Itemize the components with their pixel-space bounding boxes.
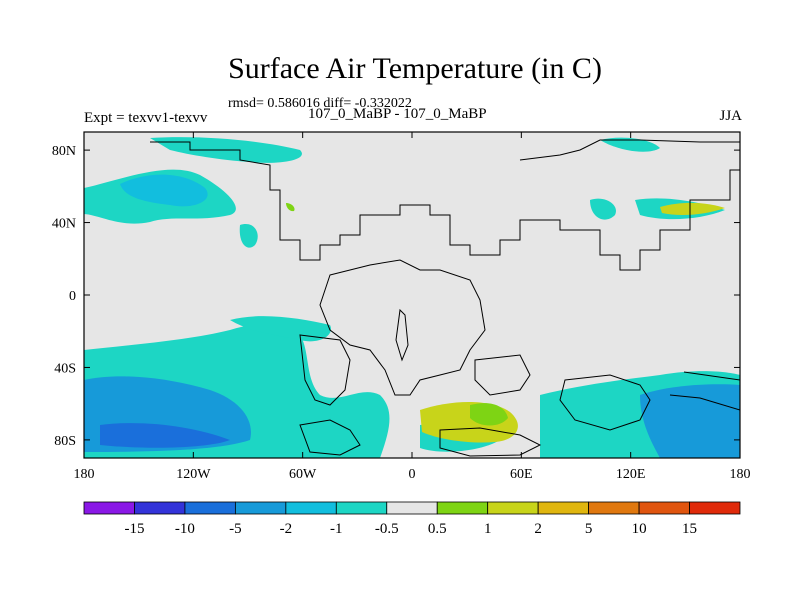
colorbar-label: -0.5: [375, 521, 399, 537]
colorbar-swatch: [436, 501, 489, 515]
continent-outline: [439, 427, 542, 457]
lon-tick-label: 180: [74, 467, 95, 482]
lon-tick-label: 60W: [289, 467, 317, 482]
colorbar-label: -15: [124, 521, 144, 537]
colorbar-swatch: [184, 501, 236, 515]
lat-tick-label: 40S: [54, 361, 76, 376]
colorbar-label: 0.5: [428, 521, 447, 537]
colorbar-swatch: [285, 501, 337, 515]
colorbar-label: -2: [280, 521, 293, 537]
colorbar-swatch: [134, 501, 186, 515]
continent-outline: [519, 139, 740, 161]
colorbar-swatch: [689, 501, 741, 515]
colorbar-label: 1: [484, 521, 492, 537]
case-label: 107_0_MaBP - 107_0_MaBP: [308, 106, 487, 122]
longitude-axis: 180 120W 60W 0 60E 120E 180: [74, 132, 751, 482]
continent-outline: [683, 371, 740, 381]
lon-tick-label: 120W: [176, 467, 211, 482]
continent-outline: [299, 419, 361, 456]
coastlines: [150, 139, 740, 457]
anomaly-region-blue: [640, 384, 740, 458]
season-label: JJA: [719, 108, 742, 124]
colorbar-swatch: [335, 501, 388, 515]
colorbar-swatch: [537, 501, 590, 515]
colorbar-swatch: [83, 501, 135, 515]
continent-outline: [319, 259, 486, 396]
anomaly-region-green: [660, 202, 725, 216]
anomaly-region-cyan: [230, 316, 331, 342]
anomaly-region-cyan: [590, 198, 616, 220]
colorbar-label: -10: [175, 521, 195, 537]
latitude-axis: 80N 40N 0 40S 80S: [52, 144, 740, 449]
lon-tick-label: 60E: [510, 467, 533, 482]
colorbar-label: 2: [534, 521, 542, 537]
continent-outline: [150, 141, 740, 271]
colorbar-swatch: [588, 501, 640, 515]
lon-tick-label: 0: [409, 467, 416, 482]
colorbar-label: 15: [682, 521, 697, 537]
chart-title: Surface Air Temperature (in C): [228, 52, 602, 85]
continent-outline: [299, 334, 351, 406]
colorbar-swatch: [638, 501, 690, 515]
colorbar-swatch: [386, 501, 438, 515]
continent-outline: [669, 394, 740, 411]
anomaly-fields: [84, 137, 740, 458]
lat-tick-label: 80N: [52, 144, 76, 159]
anomaly-region-green: [470, 403, 508, 426]
anomaly-region-cyan: [239, 224, 258, 248]
experiment-label: Expt = texvv1-texvv: [84, 110, 208, 126]
colorbar-swatch: [487, 501, 539, 515]
colorbar: -15 -10 -5 -2 -1 -0.5 0.5 1 2 5 10 15: [83, 501, 741, 537]
anomaly-region-green: [286, 203, 295, 212]
continent-outline: [395, 308, 409, 362]
lat-tick-label: 0: [69, 289, 76, 304]
colorbar-label: -1: [330, 521, 343, 537]
lon-tick-label: 120E: [616, 467, 646, 482]
colorbar-label: 10: [632, 521, 647, 537]
anomaly-region-cyan: [120, 174, 208, 207]
anomaly-region-blue: [100, 423, 230, 448]
continent-outline: [559, 374, 651, 431]
lat-tick-label: 40N: [52, 217, 76, 232]
colorbar-label: -5: [229, 521, 242, 537]
lon-tick-label: 180: [730, 467, 751, 482]
stats-text: rmsd= 0.586016 diff= -0.332022: [228, 96, 412, 111]
colorbar-swatch: [234, 501, 287, 515]
continent-outline: [474, 354, 531, 396]
lat-tick-label: 80S: [54, 434, 76, 449]
anomaly-region-cyan: [600, 137, 660, 152]
colorbar-label: 5: [585, 521, 593, 537]
